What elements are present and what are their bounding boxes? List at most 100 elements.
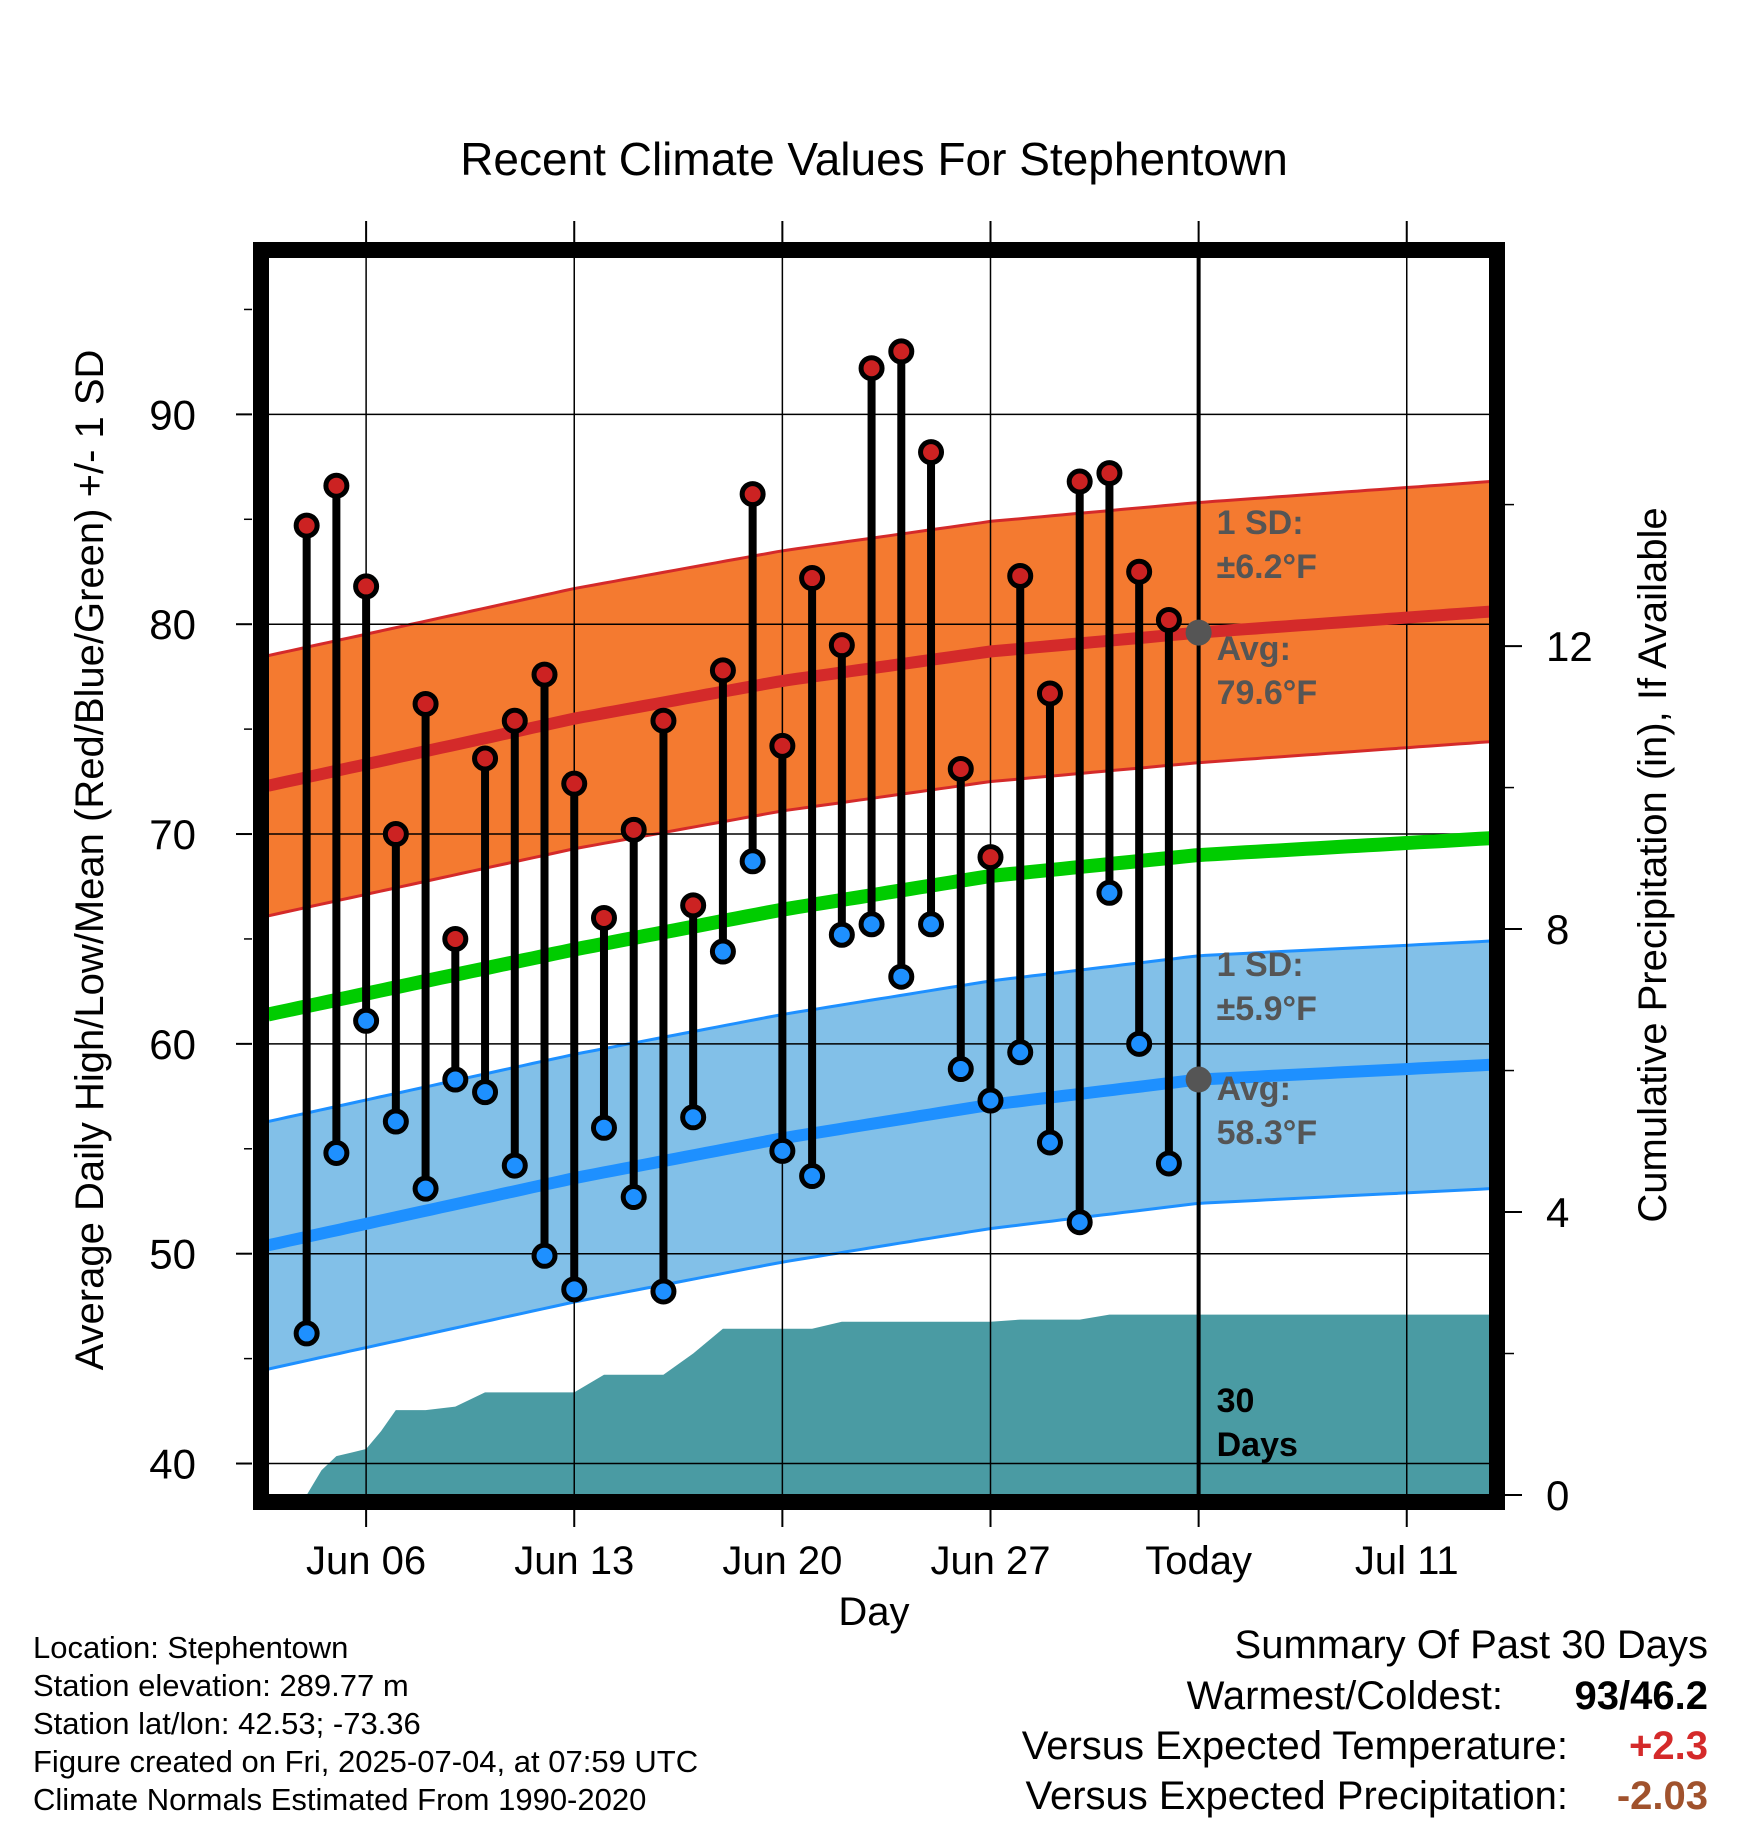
y-left-tick-label: 50 bbox=[149, 1231, 196, 1278]
daily-high-point bbox=[977, 844, 1004, 871]
info-elevation: Station elevation: 289.77 m bbox=[33, 1668, 409, 1703]
summary-temp-value: +2.3 bbox=[1629, 1724, 1708, 1768]
daily-low-point bbox=[739, 848, 766, 875]
low-sd-label: 1 SD: bbox=[1217, 946, 1304, 984]
daily-high-point bbox=[680, 892, 707, 919]
daily-low-point bbox=[412, 1175, 439, 1202]
daily-high-point bbox=[769, 732, 796, 759]
daily-low-point bbox=[382, 1108, 409, 1135]
info-latlon: Station lat/lon: 42.53; -73.36 bbox=[33, 1706, 421, 1741]
summary-temp-label: Versus Expected Temperature: bbox=[1021, 1724, 1568, 1768]
daily-high-point bbox=[918, 439, 945, 466]
high-sd-lower-edge bbox=[268, 740, 1490, 918]
x-tick-label: Jun 27 bbox=[930, 1539, 1050, 1583]
y-left-tick-label: 40 bbox=[149, 1441, 196, 1488]
summary-warmest-value: 93/46.2 bbox=[1574, 1674, 1708, 1718]
daily-high-point bbox=[709, 657, 736, 684]
daily-high-point bbox=[590, 904, 617, 931]
y-left-tick-label: 90 bbox=[149, 391, 196, 438]
daily-high-point bbox=[947, 755, 974, 782]
daily-low-point bbox=[1036, 1129, 1063, 1156]
low-avg-label: Avg: bbox=[1217, 1070, 1291, 1108]
x-tick-label: Jul 11 bbox=[1355, 1539, 1459, 1583]
today-low-avg-marker bbox=[1185, 1066, 1212, 1093]
daily-high-point bbox=[1126, 558, 1153, 585]
daily-high-point bbox=[1096, 460, 1123, 487]
daily-low-point bbox=[293, 1320, 320, 1347]
y-right-tick-label: 0 bbox=[1546, 1472, 1569, 1519]
daily-high-point bbox=[1066, 468, 1093, 495]
daily-high-point bbox=[293, 512, 320, 539]
y-right-tick-label: 4 bbox=[1546, 1189, 1569, 1236]
daily-low-point bbox=[858, 911, 885, 938]
daily-low-point bbox=[1155, 1150, 1182, 1177]
daily-low-point bbox=[1096, 879, 1123, 906]
high-avg-label: Avg: bbox=[1217, 630, 1291, 668]
summary-warmest-label: Warmest/Coldest: bbox=[1186, 1674, 1503, 1718]
daily-low-point bbox=[769, 1137, 796, 1164]
y-left-tick-label: 80 bbox=[149, 601, 196, 648]
daily-low-point bbox=[1126, 1030, 1153, 1057]
y-right-tick-label: 12 bbox=[1546, 623, 1593, 670]
daily-high-point bbox=[531, 661, 558, 688]
daily-low-point bbox=[472, 1079, 499, 1106]
low-avg-line bbox=[268, 1058, 1490, 1252]
daily-high-point bbox=[323, 472, 350, 499]
high-sd-upper-edge bbox=[268, 480, 1490, 658]
y-axis-left-label: Average Daily High/Low/Mean (Red/Blue/Gr… bbox=[68, 350, 112, 1371]
daily-high-point bbox=[561, 770, 588, 797]
daily-low-point bbox=[888, 963, 915, 990]
daily-low-point bbox=[1066, 1209, 1093, 1236]
precip-days-label: 30 bbox=[1217, 1382, 1255, 1420]
low-sd-lower-edge bbox=[268, 1187, 1490, 1371]
daily-high-point bbox=[442, 925, 469, 952]
y-axis-right-label: Cumulative Precipitation (in), If Availa… bbox=[1631, 507, 1675, 1222]
daily-low-point bbox=[918, 911, 945, 938]
x-tick-label: Jun 13 bbox=[514, 1539, 634, 1583]
daily-low-point bbox=[501, 1152, 528, 1179]
daily-low-point bbox=[620, 1184, 647, 1211]
daily-low-point bbox=[353, 1007, 380, 1034]
high-sd-value: ±6.2°F bbox=[1217, 548, 1317, 586]
daily-low-point bbox=[1007, 1039, 1034, 1066]
daily-high-point bbox=[1036, 680, 1063, 707]
high-sd-label: 1 SD: bbox=[1217, 504, 1304, 542]
daily-high-point bbox=[1155, 607, 1182, 634]
daily-low-point bbox=[947, 1056, 974, 1083]
low-avg-value: 58.3°F bbox=[1217, 1114, 1318, 1152]
daily-high-point bbox=[1007, 562, 1034, 589]
high-avg-line bbox=[268, 605, 1490, 792]
daily-high-point bbox=[888, 338, 915, 365]
info-created: Figure created on Fri, 2025-07-04, at 07… bbox=[33, 1744, 699, 1779]
y-right-tick-label: 8 bbox=[1546, 906, 1569, 953]
daily-low-point bbox=[590, 1114, 617, 1141]
daily-high-point bbox=[472, 745, 499, 772]
summary-precip-label: Versus Expected Precipitation: bbox=[1025, 1774, 1568, 1818]
daily-low-point bbox=[828, 921, 855, 948]
precip-area bbox=[306, 1314, 1490, 1495]
mean-avg-line bbox=[268, 831, 1490, 1022]
summary-precip-row: Versus Expected Precipitation: -2.03 bbox=[1025, 1776, 1708, 1816]
daily-low-point bbox=[442, 1066, 469, 1093]
summary-title: Summary Of Past 30 Days bbox=[1234, 1623, 1708, 1667]
daily-high-point bbox=[828, 632, 855, 659]
daily-low-point bbox=[650, 1278, 677, 1305]
daily-high-point bbox=[650, 707, 677, 734]
daily-high-point bbox=[382, 821, 409, 848]
daily-high-point bbox=[412, 690, 439, 717]
plot-area: 1 SD: ±6.2°F Avg: 79.6°F 1 SD: ±5.9°F Avg: 58.3… bbox=[149, 221, 1593, 1583]
summary-precip-value: -2.03 bbox=[1616, 1774, 1708, 1818]
daily-low-point bbox=[561, 1276, 588, 1303]
x-tick-label: Jun 20 bbox=[722, 1539, 842, 1583]
plot-frame bbox=[253, 242, 1505, 1510]
daily-low-point bbox=[680, 1104, 707, 1131]
x-tick-label: Today bbox=[1145, 1539, 1252, 1583]
y-left-tick-label: 70 bbox=[149, 811, 196, 858]
daily-high-point bbox=[858, 355, 885, 382]
plot-content bbox=[268, 257, 1490, 1495]
daily-low-point bbox=[799, 1163, 826, 1190]
daily-high-point bbox=[501, 707, 528, 734]
summary-temp-row: Versus Expected Temperature: +2.3 bbox=[1022, 1726, 1708, 1766]
info-location: Location: Stephentown bbox=[33, 1630, 349, 1665]
